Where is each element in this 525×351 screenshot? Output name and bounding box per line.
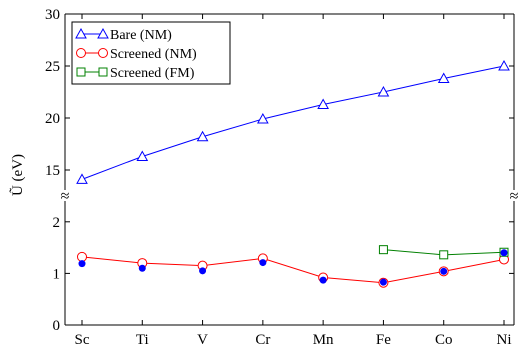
legend-marker (97, 27, 109, 39)
x-tick-label: Cr (255, 332, 270, 348)
series-3 (78, 249, 508, 286)
y-tick-label: 15 (45, 163, 60, 179)
x-tick-label: Co (435, 332, 453, 348)
data-point (196, 130, 209, 142)
data-point (199, 267, 207, 275)
y-tick-label: 0 (53, 318, 61, 334)
x-tick-label: Ti (136, 332, 149, 348)
legend-label: Screened (FM) (110, 66, 195, 81)
data-point (138, 264, 146, 272)
y-tick-label: 1 (53, 266, 61, 282)
data-point (379, 278, 387, 286)
axis-break-left: ≈ (61, 188, 70, 205)
data-point (136, 150, 149, 161)
data-point (440, 267, 448, 275)
y-axis-label: Ũ (eV) (9, 154, 26, 196)
series-2 (378, 245, 509, 260)
y-tick-label: 20 (45, 111, 60, 127)
axis-break-right: ≈ (510, 188, 519, 205)
data-point (500, 249, 508, 257)
x-tick-label: Sc (75, 332, 90, 348)
data-point (257, 113, 269, 124)
legend-marker (76, 48, 86, 58)
legend-label: Bare (NM) (110, 28, 172, 43)
y-tick-label: 2 (53, 215, 61, 231)
data-point (439, 250, 449, 260)
y-tick-label: 30 (45, 7, 60, 23)
legend-marker (98, 67, 108, 77)
x-tick-label: Ni (497, 332, 512, 348)
data-point (77, 251, 87, 262)
series-0 (76, 59, 510, 184)
legend-marker (76, 67, 86, 77)
legend-marker (98, 48, 108, 58)
x-tick-label: Fe (376, 332, 391, 348)
series-line (81, 65, 505, 180)
data-point (319, 276, 327, 284)
legend-label: Screened (NM) (110, 47, 197, 62)
data-point (378, 245, 388, 255)
data-point (78, 260, 86, 268)
series-line (81, 256, 505, 284)
data-point (317, 98, 329, 109)
data-point (76, 173, 88, 184)
data-point (259, 259, 267, 267)
x-tick-label: Mn (313, 332, 334, 348)
data-point (498, 59, 510, 71)
x-tick-label: V (197, 332, 208, 348)
data-point (437, 72, 450, 83)
y-tick-label: 25 (45, 59, 60, 75)
legend-marker (75, 27, 87, 39)
data-point (377, 85, 390, 97)
